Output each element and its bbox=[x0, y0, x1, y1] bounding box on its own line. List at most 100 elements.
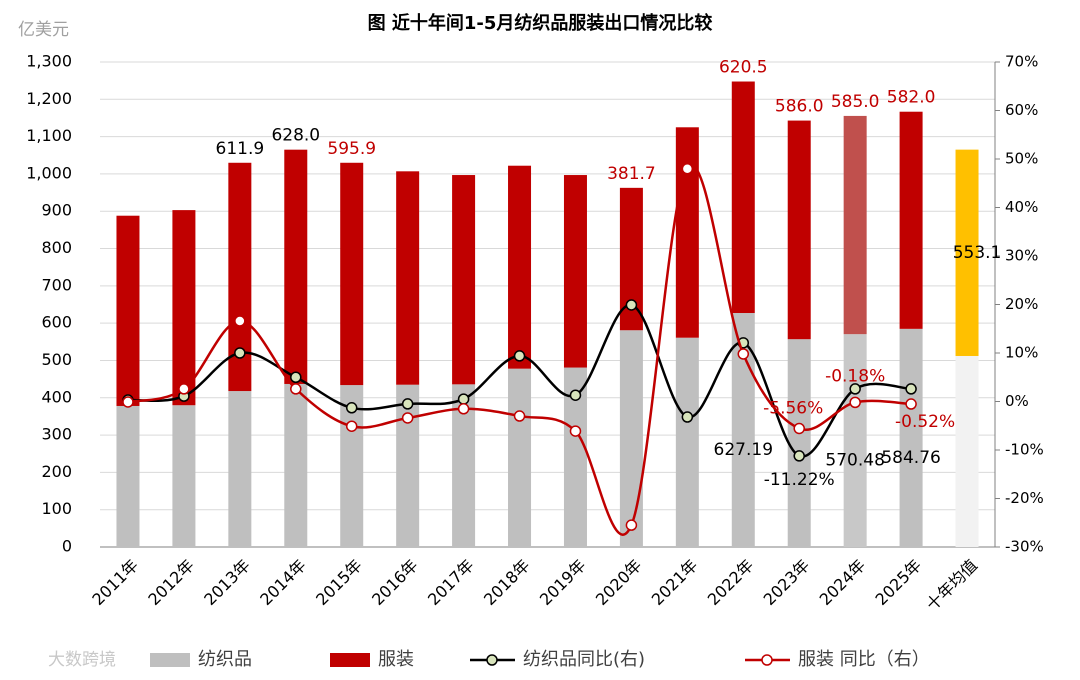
bar bbox=[843, 115, 867, 335]
x-tick-label: 2023年 bbox=[760, 556, 814, 610]
data-label: 582.0 bbox=[887, 88, 936, 108]
data-label: 611.9 bbox=[216, 139, 265, 159]
y-tick-label: 600 bbox=[41, 313, 72, 332]
line-marker bbox=[793, 422, 805, 435]
bar bbox=[172, 210, 196, 406]
legend-swatch bbox=[330, 653, 370, 667]
x-tick-label: 2013年 bbox=[200, 556, 254, 610]
watermark: 大数跨境 bbox=[48, 650, 116, 670]
bar bbox=[116, 405, 140, 547]
y2-tick-label: 50% bbox=[1005, 150, 1038, 168]
bar bbox=[508, 368, 532, 547]
x-tick-label: 2014年 bbox=[256, 556, 310, 610]
legend-swatch bbox=[150, 653, 190, 667]
data-label: 620.5 bbox=[719, 58, 768, 78]
data-label: -0.52% bbox=[895, 412, 955, 432]
x-tick-label: 2011年 bbox=[88, 556, 142, 610]
x-tick-label: 2017年 bbox=[424, 556, 478, 610]
line-marker bbox=[290, 371, 302, 383]
y2-tick-label: 10% bbox=[1005, 344, 1038, 362]
data-label: 628.0 bbox=[271, 126, 320, 146]
legend-label: 服装 bbox=[378, 649, 414, 670]
legend-label: 纺织品同比(右) bbox=[523, 649, 645, 670]
x-tick-label: 2020年 bbox=[592, 556, 646, 610]
y2-tick-label: -10% bbox=[1005, 441, 1044, 459]
line-marker bbox=[345, 402, 358, 414]
bar bbox=[675, 127, 699, 338]
legend-label: 服装 同比（右） bbox=[798, 649, 930, 670]
data-label: 584.76 bbox=[881, 448, 940, 468]
line-marker bbox=[849, 383, 861, 395]
chart-title: 图 近十年间1-5月纺织品服装出口情况比较 bbox=[368, 12, 713, 34]
line-marker bbox=[513, 410, 526, 422]
y2-tick-label: -30% bbox=[1005, 538, 1044, 556]
legend-label: 纺织品 bbox=[198, 649, 252, 670]
y2-tick-label: -20% bbox=[1005, 489, 1044, 507]
data-label: -11.22% bbox=[764, 470, 835, 490]
y2-tick-label: 60% bbox=[1005, 101, 1038, 119]
y-tick-label: 800 bbox=[41, 238, 72, 257]
bar bbox=[340, 162, 364, 386]
bar bbox=[899, 111, 923, 329]
x-tick-label: 2018年 bbox=[480, 556, 534, 610]
x-tick-label: 2024年 bbox=[816, 556, 870, 610]
line-marker bbox=[681, 162, 694, 175]
bar bbox=[396, 384, 420, 547]
bar bbox=[619, 187, 643, 331]
bar bbox=[955, 355, 979, 547]
y2-tick-label: 0% bbox=[1005, 392, 1029, 410]
line-marker bbox=[290, 383, 302, 395]
data-label: 381.7 bbox=[607, 164, 656, 184]
data-label: 585.0 bbox=[831, 92, 880, 112]
x-tick-label: 2019年 bbox=[536, 556, 590, 610]
bar bbox=[787, 339, 811, 547]
bar bbox=[899, 328, 923, 547]
y2-tick-label: 30% bbox=[1005, 247, 1038, 265]
bar bbox=[116, 215, 140, 406]
line-marker bbox=[234, 347, 246, 359]
line-marker bbox=[793, 450, 805, 462]
line-marker bbox=[234, 315, 246, 327]
x-tick-label: 2016年 bbox=[368, 556, 422, 610]
bar bbox=[787, 120, 811, 340]
bar bbox=[731, 81, 755, 314]
x-tick-label: 2025年 bbox=[872, 556, 926, 610]
bar bbox=[508, 165, 532, 369]
y-tick-label: 1,100 bbox=[26, 126, 72, 145]
bar bbox=[172, 405, 196, 547]
data-label: 627.19 bbox=[714, 440, 773, 460]
y-tick-label: 300 bbox=[41, 425, 72, 444]
legend-swatch bbox=[761, 654, 773, 666]
y-tick-label: 1,300 bbox=[26, 52, 72, 71]
y-tick-label: 0 bbox=[62, 537, 72, 556]
line-marker bbox=[625, 519, 638, 531]
y2-tick-label: 20% bbox=[1005, 295, 1038, 313]
line-marker bbox=[457, 403, 470, 415]
data-label: 570.48 bbox=[825, 451, 884, 471]
line-marker bbox=[513, 350, 526, 362]
bar bbox=[228, 391, 252, 547]
bar bbox=[563, 175, 587, 368]
bar bbox=[284, 149, 308, 384]
y-tick-label: 1,000 bbox=[26, 163, 72, 182]
data-label: 595.9 bbox=[327, 139, 376, 159]
x-tick-label: 2015年 bbox=[312, 556, 366, 610]
bar bbox=[452, 175, 476, 385]
line-marker bbox=[905, 398, 917, 410]
bar bbox=[228, 162, 252, 392]
bar bbox=[675, 337, 699, 547]
line-marker bbox=[625, 299, 638, 311]
line-marker bbox=[905, 383, 917, 395]
line-marker bbox=[569, 425, 582, 437]
x-tick-label: 十年均值 bbox=[922, 556, 981, 615]
y-tick-label: 200 bbox=[41, 462, 72, 481]
line-marker bbox=[569, 389, 582, 401]
y-tick-label: 700 bbox=[41, 275, 72, 294]
data-label: 553.1 bbox=[953, 243, 1002, 263]
y2-tick-label: 70% bbox=[1005, 53, 1038, 71]
legend-swatch bbox=[486, 654, 498, 666]
line-marker bbox=[681, 411, 694, 423]
data-label: -0.18% bbox=[825, 366, 885, 386]
x-tick-label: 2012年 bbox=[144, 556, 198, 610]
